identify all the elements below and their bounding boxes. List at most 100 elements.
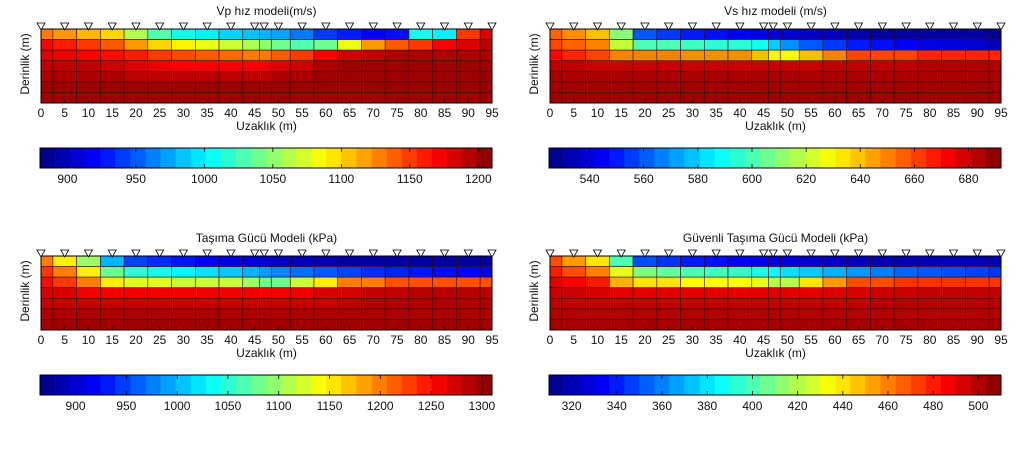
x-tick-label: 55 xyxy=(295,106,309,120)
heatmap-cell xyxy=(218,39,244,51)
x-axis-label: Uzaklık (m) xyxy=(745,346,806,360)
heatmap-cell xyxy=(988,255,1002,267)
colorbar-segment xyxy=(190,148,207,168)
colorbar-segment xyxy=(805,375,821,395)
heatmap-cell xyxy=(40,70,54,83)
heatmap-cell xyxy=(123,297,149,310)
x-tick-label: 35 xyxy=(200,333,214,347)
x-tick-label: 55 xyxy=(295,333,309,347)
heatmap-cell xyxy=(988,92,1002,104)
heatmap-cell xyxy=(609,70,634,83)
heatmap-cell xyxy=(52,276,77,289)
colorbar-segment xyxy=(940,148,957,168)
geophone-marker xyxy=(735,22,745,31)
heatmap-cell xyxy=(549,92,563,104)
geophone-marker xyxy=(877,249,888,258)
x-tick-label: 25 xyxy=(153,106,167,120)
heatmap-cell xyxy=(822,39,848,51)
colorbar-segment xyxy=(130,375,146,395)
heatmap-cell xyxy=(40,92,54,104)
colorbar-segment xyxy=(639,375,655,395)
geophone-marker xyxy=(368,22,379,31)
colorbar-segment xyxy=(895,148,911,168)
colorbar-segment xyxy=(85,375,101,395)
heatmap-cell xyxy=(703,266,729,278)
heatmap-cell xyxy=(549,70,563,83)
x-tick-label: 30 xyxy=(686,106,700,120)
colorbar-segment xyxy=(461,148,478,168)
heatmap-cell xyxy=(479,92,493,104)
heatmap-cell xyxy=(656,60,681,72)
heatmap-cell xyxy=(751,28,769,40)
colorbar-segment xyxy=(985,148,1002,168)
heatmap-cell xyxy=(917,70,942,83)
x-tick-label: 50 xyxy=(781,106,795,120)
heatmap-cell xyxy=(289,70,315,83)
heatmap-cell xyxy=(965,49,990,62)
y-axis-label: Derinlik (m) xyxy=(527,33,541,94)
heatmap-cell xyxy=(479,39,493,51)
colorbar-segment xyxy=(175,375,191,395)
x-tick-label: 75 xyxy=(390,106,404,120)
heatmap-cell xyxy=(609,287,634,299)
heatmap-cell xyxy=(76,49,101,62)
colorbar-segment xyxy=(624,148,640,168)
heatmap-cell xyxy=(337,308,362,320)
heatmap-cell xyxy=(822,297,848,310)
geophone-marker xyxy=(439,249,450,258)
heatmap-cell xyxy=(846,287,871,299)
heatmap-cell xyxy=(779,297,800,310)
colorbar-segment xyxy=(401,375,417,395)
geophone-marker xyxy=(178,22,189,31)
heatmap-cell xyxy=(561,70,586,83)
heatmap-cell xyxy=(988,39,1002,51)
x-tick-label: 5 xyxy=(570,106,577,120)
heatmap-cell xyxy=(703,276,729,289)
heatmap-cell xyxy=(337,266,362,278)
heatmap-cell xyxy=(727,266,753,278)
geophone-marker xyxy=(226,22,236,31)
heatmap-cell xyxy=(941,276,966,289)
heatmap-cell xyxy=(479,297,493,310)
x-tick-label: 20 xyxy=(638,106,652,120)
heatmap-cell xyxy=(549,287,563,299)
heatmap-cell xyxy=(242,70,260,83)
x-tick-label: 80 xyxy=(414,333,428,347)
heatmap-cell xyxy=(846,276,871,289)
heatmap-cell xyxy=(171,276,196,289)
heatmap-cell xyxy=(218,81,244,93)
heatmap-cell xyxy=(727,49,753,62)
geophone-marker xyxy=(853,249,864,258)
heatmap-cell xyxy=(313,60,339,72)
heatmap-cell xyxy=(171,297,196,310)
heatmap-cell xyxy=(259,287,272,299)
heatmap-cell xyxy=(408,81,433,93)
heatmap-cell xyxy=(988,28,1002,40)
heatmap-cell xyxy=(822,60,848,72)
heatmap-cell xyxy=(123,308,149,320)
colorbar-segment xyxy=(790,375,806,395)
heatmap-cell xyxy=(632,39,658,51)
heatmap-cell xyxy=(656,49,681,62)
heatmap-cell xyxy=(632,276,658,289)
heatmap-cell xyxy=(585,287,610,299)
heatmap-cell xyxy=(609,81,634,93)
heatmap-cell xyxy=(270,255,291,267)
heatmap-cell xyxy=(408,60,433,72)
heatmap-cell xyxy=(779,60,800,72)
heatmap-cell xyxy=(432,39,457,51)
heatmap-cell xyxy=(822,49,848,62)
colorbar-tick-label: 580 xyxy=(688,172,708,186)
colorbar-segment xyxy=(115,375,131,395)
heatmap-cell xyxy=(965,81,990,93)
heatmap-cell xyxy=(289,276,315,289)
heatmap-cell xyxy=(703,308,729,320)
colorbar-segment xyxy=(296,375,312,395)
heatmap-cell xyxy=(384,266,410,278)
heatmap-cell xyxy=(893,287,919,299)
x-tick-label: 70 xyxy=(367,106,381,120)
heatmap-cell xyxy=(218,287,244,299)
heatmap-cell xyxy=(768,276,781,289)
heatmap-cell xyxy=(632,297,658,310)
heatmap-cell xyxy=(361,266,386,278)
